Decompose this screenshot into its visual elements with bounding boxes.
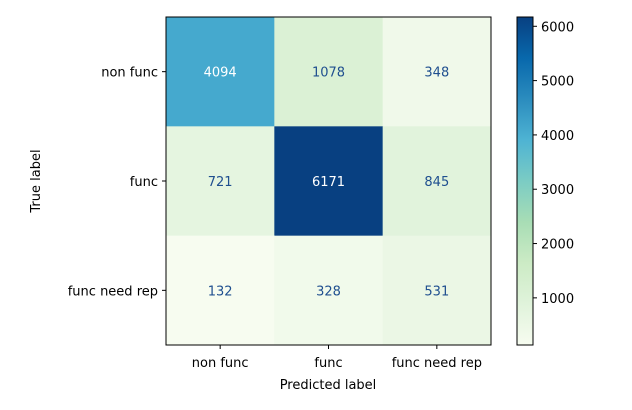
colorbar-gradient: [516, 16, 534, 346]
matrix-cell-labels: 4094 1078 348 721 6171 845 132 328 531: [204, 66, 450, 300]
matrix-cell: [382, 235, 492, 346]
cell-value-label: 1078: [312, 66, 345, 81]
matrix-cell: [382, 126, 492, 237]
x-tick-label: non func: [192, 356, 249, 371]
cell-value-label: 4094: [204, 66, 237, 81]
x-tick-label: func: [314, 356, 342, 371]
colorbar-tick-label: 1000: [541, 292, 574, 307]
matrix-cell: [382, 17, 492, 127]
matrix-cell: [166, 17, 275, 127]
matrix-cells: [166, 17, 492, 346]
colorbar-ticks: 1000 2000 3000 4000 5000 6000: [533, 20, 574, 307]
y-tick-label: non func: [101, 66, 158, 81]
y-tick-label: func need rep: [68, 284, 158, 299]
colorbar-tick-label: 4000: [541, 129, 574, 144]
y-axis-ticks: non func func func need rep: [68, 66, 166, 299]
cell-value-label: 531: [424, 284, 449, 299]
cell-value-label: 348: [424, 66, 449, 81]
cell-value-label: 132: [208, 284, 233, 299]
y-axis-title: True label: [29, 149, 44, 213]
matrix-cell: [274, 17, 384, 127]
matrix-cell: [274, 235, 384, 346]
y-tick-label: func: [130, 175, 158, 190]
x-axis-title: Predicted label: [280, 378, 377, 393]
colorbar-tick-label: 3000: [541, 183, 574, 198]
x-axis-ticks: non func func func need rep: [192, 345, 482, 371]
colorbar-tick-label: 2000: [541, 238, 574, 253]
cell-value-label: 845: [424, 175, 449, 190]
matrix-cell: [274, 126, 384, 237]
matrix-cell: [166, 235, 275, 346]
matrix-cell: [166, 126, 275, 237]
colorbar-tick-label: 5000: [541, 75, 574, 90]
colorbar-tick-label: 6000: [541, 20, 574, 35]
cell-value-label: 6171: [312, 175, 345, 190]
cell-value-label: 328: [316, 284, 341, 299]
colorbar: 1000 2000 3000 4000 5000 6000: [516, 16, 574, 346]
x-tick-label: func need rep: [392, 356, 482, 371]
cell-value-label: 721: [208, 175, 233, 190]
